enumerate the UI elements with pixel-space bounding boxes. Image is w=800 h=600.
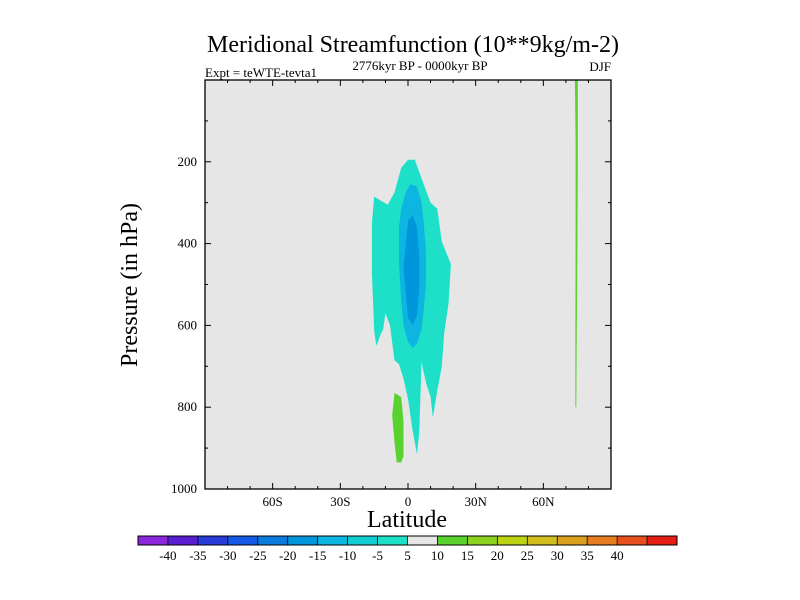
colorbar-label: -40 [159,548,176,563]
x-tick-label: 30N [464,494,487,509]
x-tick-label: 60S [263,494,283,509]
colorbar-label: 10 [431,548,444,563]
colorbar-swatch [527,536,558,545]
colorbar-label: 40 [611,548,624,563]
y-tick-label: 800 [178,399,198,414]
colorbar-label: -5 [372,548,383,563]
colorbar-swatch [257,536,289,545]
x-axis-label: Latitude [367,507,447,533]
colorbar: -40 -35 -30 -25 -20 -15 -10 -5 5 10 15 20 25 30 35 40 [137,535,678,563]
colorbar-swatch [437,536,468,545]
colorbar-swatch [647,536,678,545]
x-tick-label: 0 [405,494,412,509]
colorbar-swatch [167,536,199,545]
colorbar-swatch [347,536,378,545]
colorbar-label: 25 [521,548,534,563]
colorbar-swatch [497,536,528,545]
x-tick-label: 30S [330,494,350,509]
experiment-label: Expt = teWTE-tevta1 [205,65,317,80]
region-minus-15-cell [403,215,420,326]
chart-title: Meridional Streamfunction (10**9kg/m-2) [207,32,619,58]
colorbar-swatch [227,536,259,545]
y-axis: 200 400 600 800 1000 [171,120,611,496]
colorbar-swatch [467,536,498,545]
y-tick-label: 600 [178,317,198,332]
colorbar-swatch [557,536,588,545]
contour-regions [371,80,578,463]
colorbar-label: 35 [581,548,594,563]
colorbar-label: -25 [249,548,266,563]
region-plus-5-south [392,392,404,463]
colorbar-label: -10 [339,548,356,563]
colorbar-swatch [138,536,169,545]
colorbar-swatch [377,536,408,545]
y-tick-label: 200 [178,154,198,169]
season-label: DJF [589,59,611,74]
colorbar-label: -20 [279,548,296,563]
colorbar-label: 15 [461,548,474,563]
y-tick-label: 400 [178,236,198,251]
x-tick-label: 60N [532,494,555,509]
colorbar-swatch [317,536,348,545]
colorbar-swatch [407,536,438,545]
region-plus-5-north [574,80,578,408]
colorbar-label: -35 [189,548,206,563]
y-tick-label: 1000 [171,481,197,496]
colorbar-label: 30 [551,548,564,563]
colorbar-label: -30 [219,548,236,563]
colorbar-label: 5 [404,548,411,563]
colorbar-swatch [587,536,618,545]
colorbar-swatch [287,536,318,545]
colorbar-frame [137,535,678,546]
colorbar-label: 20 [491,548,504,563]
x-axis: 60S 30S 0 30N 60N [204,80,612,509]
y-axis-label: Pressure (in hPa) [117,203,143,367]
colorbar-label: -15 [309,548,326,563]
time-range-label: 2776kyr BP - 0000kyr BP [352,58,487,73]
colorbar-swatch [617,536,648,545]
colorbar-swatch [197,536,229,545]
